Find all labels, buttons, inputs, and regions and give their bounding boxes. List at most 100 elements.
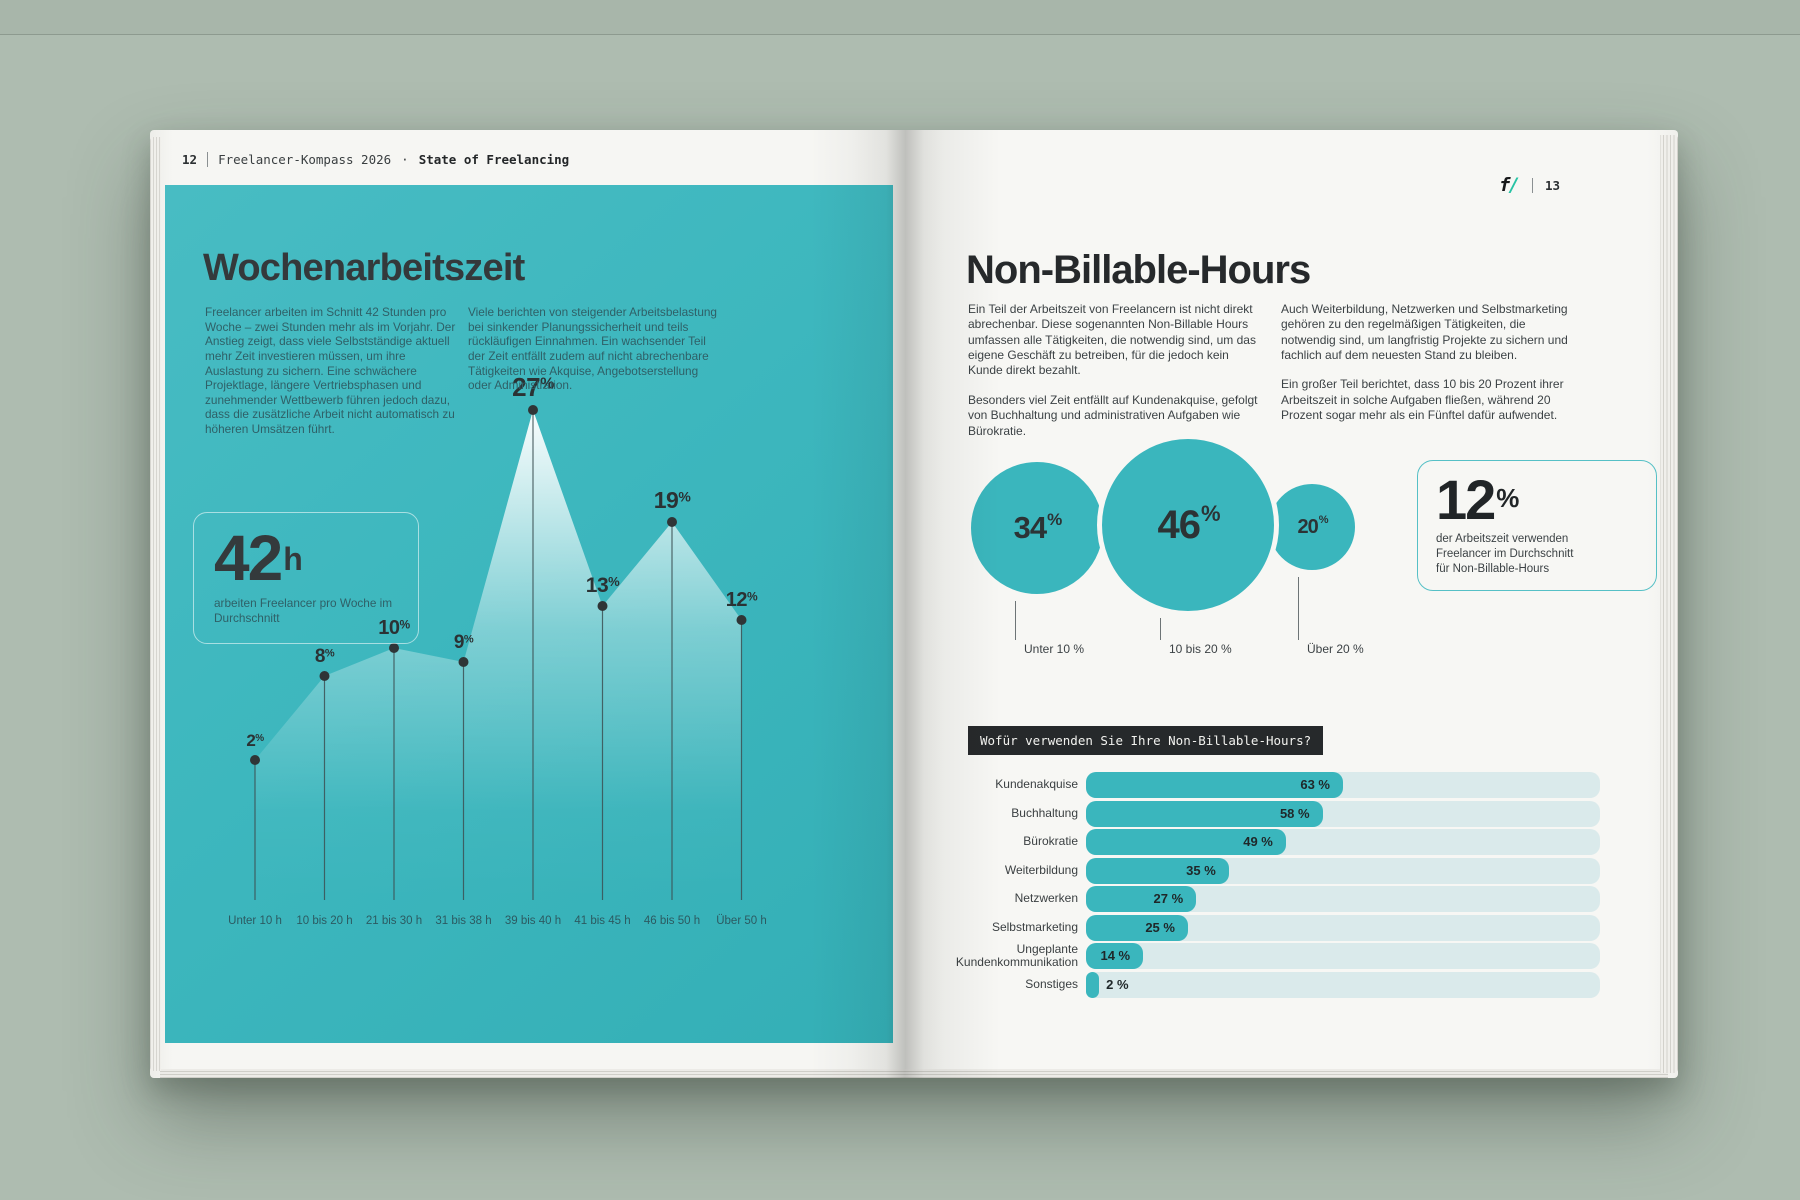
bar-row: Kundenakquise 63 %	[938, 772, 1600, 798]
bar-value-label: 49 %	[1243, 834, 1273, 849]
bar-value-label: 27 %	[1153, 891, 1184, 906]
bar-track: 2 %	[1086, 971, 1600, 998]
section-name: State of Freelancing	[418, 152, 570, 167]
x-axis-label: Unter 10 h	[228, 915, 282, 927]
data-point-value: 27%	[512, 372, 554, 402]
bar-category-label: Ungeplante Kundenkommunikation	[955, 941, 1078, 969]
bubble-10 bis 20 %: 46%	[1097, 434, 1279, 616]
stat-caption: arbeiten Freelancer pro Woche im Durchsc…	[214, 595, 393, 625]
stat-unit-h: h	[283, 540, 303, 577]
bubble-value: 34%	[1013, 509, 1063, 545]
bar-category-label: Weiterbildung	[1004, 862, 1078, 877]
stat-caption-line: Freelancer im Durchschnitt	[1436, 548, 1574, 561]
bar-category-label: Sonstiges	[1025, 976, 1078, 991]
weekly-hours-chart: 2%Unter 10 h8%10 bis 20 h10%21 bis 30 h9…	[228, 372, 767, 927]
left-page-number: 12	[182, 152, 198, 167]
bar-fill: 35 %	[1086, 857, 1229, 884]
data-point-dot	[250, 755, 260, 765]
bar-category-label: Kundenakquise	[995, 777, 1078, 792]
bubble-value: 20%	[1297, 513, 1328, 538]
x-axis-label: 10 bis 20 h	[296, 915, 352, 927]
bar-row: Buchhaltung 58 %	[938, 800, 1600, 827]
bubble-stem	[1160, 618, 1161, 640]
bar-value-label: 14 %	[1100, 948, 1131, 963]
bar-fill: 25 %	[1086, 914, 1188, 941]
x-axis-label: 41 bis 45 h	[574, 915, 630, 927]
data-point-dot	[667, 517, 677, 527]
non-billable-share-bubble-chart: 34% 20% 46% Unter 10 % 10 bis 20 % Über 20 %	[958, 398, 1438, 670]
stat-value-42h: 42	[214, 522, 283, 594]
bar-category-label: Selbstmarketing	[991, 919, 1078, 934]
bar-track: 27 %	[1086, 886, 1600, 912]
bar-track: 25 %	[1086, 914, 1600, 941]
bar-value-label: 58 %	[1279, 805, 1310, 821]
data-point-value: 8%	[315, 646, 335, 667]
right-page-number: 13	[1544, 177, 1560, 193]
bar-value-label: 25 %	[1145, 919, 1175, 935]
right-intro-paragraph: Ein Teil der Arbeitszeit von Freelancern…	[968, 302, 1256, 378]
logo-letter-f: f	[1499, 174, 1511, 196]
stat-caption-line: der Arbeitszeit verwenden	[1436, 533, 1569, 546]
page-stack-edge-bottom	[160, 1069, 1668, 1078]
header-separator: ·	[401, 152, 409, 167]
brand-logo: f/	[1499, 174, 1520, 196]
publication-name: Freelancer-Kompass 2026	[218, 152, 392, 167]
bar-fill: 27 %	[1086, 886, 1197, 912]
left-page-title: Wochenarbeitszeit	[203, 247, 525, 289]
bar-fill: 14 %	[1086, 943, 1144, 969]
average-hours-stat-card: 42h arbeiten Freelancer pro Woche im Dur…	[193, 512, 419, 644]
page-stack-edge-left	[150, 137, 161, 1071]
header-divider	[1531, 177, 1533, 193]
bubble-value: 46%	[1157, 501, 1220, 547]
data-point-dot	[597, 601, 608, 611]
left-intro-column-2: Viele berichten von steigender Arbeitsbe…	[468, 305, 717, 393]
x-axis-label: 39 bis 40 h	[505, 915, 561, 927]
bar-track: 49 %	[1086, 829, 1600, 855]
bar-chart-question-label: Wofür verwenden Sie Ihre Non-Billable-Ho…	[968, 726, 1324, 755]
right-page-title: Non-Billable-Hours	[966, 248, 1311, 292]
bar-row: Selbstmarketing 25 %	[938, 914, 1600, 941]
stat-caption: der Arbeitszeit verwenden Freelancer im …	[1436, 532, 1638, 577]
bar-category-label: Netzwerken	[1014, 891, 1078, 906]
bar-value-label: 63 %	[1300, 777, 1330, 792]
area-fill	[255, 410, 742, 900]
right-intro-column-2: Auch Weiterbildung, Netzwerken und Selbs…	[1281, 302, 1577, 438]
bar-row: Weiterbildung 35 %	[938, 857, 1600, 884]
bar-value-label: 35 %	[1186, 862, 1216, 878]
data-point-value: 12%	[726, 589, 758, 611]
bar-track: 14 %	[1086, 943, 1600, 969]
bubble-stem	[1015, 601, 1016, 640]
bar-category-label: Buchhaltung	[1011, 805, 1078, 820]
stat-value-12: 12	[1436, 468, 1496, 531]
non-billable-usage-bar-chart: Kundenakquise 63 % Buchhaltung 58 % Bürokrat…	[938, 772, 1600, 1000]
data-point-dot	[458, 657, 469, 667]
bubble-Unter 10 %: 34%	[966, 457, 1108, 599]
bar-fill: 58 %	[1086, 800, 1323, 827]
right-intro-paragraph: Ein großer Teil berichtet, dass 10 bis 2…	[1281, 377, 1564, 423]
bar-track: 35 %	[1086, 857, 1600, 884]
data-point-dot	[389, 643, 399, 653]
average-share-stat-card: 12% der Arbeitszeit verwenden Freelancer…	[1417, 460, 1657, 592]
right-intro-paragraph: Besonders viel Zeit entfällt auf Kundena…	[968, 392, 1258, 438]
data-point-dot	[528, 405, 538, 415]
data-point-dot	[736, 615, 747, 625]
background-wall-seam	[0, 0, 1800, 35]
bar-row: Sonstiges 2 %	[938, 971, 1600, 998]
right-intro-column-1: Ein Teil der Arbeitszeit von Freelancern…	[968, 302, 1264, 453]
bubble-Über 20 %: 20%	[1264, 479, 1360, 575]
right-intro-paragraph: Auch Weiterbildung, Netzwerken und Selbs…	[1281, 302, 1568, 363]
bar-fill: 49 %	[1086, 829, 1286, 855]
bar-value-label: 2 %	[1106, 976, 1129, 992]
bubble-stem	[1298, 577, 1299, 640]
data-point-value: 19%	[654, 487, 692, 513]
bubble-category-label: 10 bis 20 %	[1169, 642, 1232, 656]
data-point-value: 2%	[246, 731, 264, 750]
page-stack-edge-right	[1660, 135, 1678, 1073]
left-page-header: 12 Freelancer-Kompass 2026 · State of Fr…	[182, 152, 569, 167]
logo-slash-icon: /	[1508, 174, 1520, 196]
x-axis-label: 21 bis 30 h	[366, 915, 422, 927]
left-intro-column-1: Freelancer arbeiten im Schnitt 42 Stunde…	[205, 305, 456, 436]
page-left: 12 Freelancer-Kompass 2026 · State of Fr…	[150, 130, 905, 1078]
